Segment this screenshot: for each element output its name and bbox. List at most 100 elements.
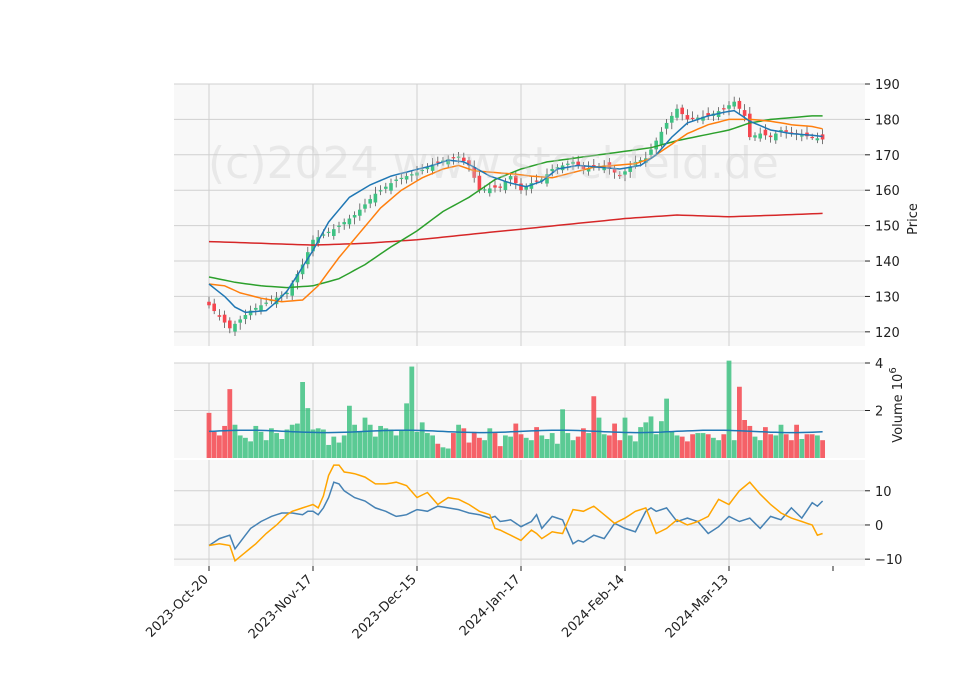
volume-bar [341,435,347,458]
volume-bar [440,447,446,458]
candle-body [467,160,471,166]
volume-bar [638,427,643,458]
volume-bar [705,434,711,458]
volume-bar [560,409,565,458]
price-axis-tick-label: 150 [875,220,900,235]
candle-body [228,320,232,329]
volume-bar [456,424,461,458]
volume-ma-line [208,429,823,434]
price-axis-tick-label: 190 [875,78,900,93]
volume-bar [783,434,789,458]
volume-bar [487,428,493,458]
candle-body [248,310,253,316]
volume-bar [747,425,753,458]
candle-body [326,231,331,234]
x-tick-label: 2023-Dec-15 [350,572,420,642]
candle-body [332,229,336,237]
candle-body [576,161,580,166]
macd-axis-tick-label: 10 [875,485,892,500]
volume-bar [523,437,529,458]
candle-body [675,108,679,118]
candle-body [680,107,684,115]
candle-body [742,110,747,116]
candle-body [488,188,492,194]
volume-bar [664,398,669,458]
volume-bar [544,439,550,458]
candle-body [748,113,752,138]
volume-bar [310,429,316,458]
volume-axis-title: Volume 106 [888,367,906,442]
candle-body [477,175,482,191]
volume-bar [742,420,747,458]
volume-bar [315,428,321,458]
volume-bar [409,366,415,458]
candle-body [659,131,664,145]
price-axis-tick-label: 160 [875,184,900,199]
candle-body [763,129,768,136]
candle-body [654,140,658,150]
candle-body [238,319,242,323]
candle-body [701,116,705,121]
volume-bar [763,427,768,458]
volume-bar [513,423,519,458]
candle-body [451,157,456,159]
candle-body [571,161,575,164]
volume-bar [289,424,295,458]
volume-bar [466,442,472,458]
candle-body [550,168,554,172]
volume-bar [607,435,612,458]
volume-bar [643,422,649,458]
candle-body [493,185,497,188]
volume-bar [227,389,233,458]
x-tick-label: 2024-Mar-13 [663,572,732,641]
candle-body [410,174,414,176]
volume-bar [305,408,311,458]
price-axis-tick-label: 170 [875,149,900,164]
candle-body [290,283,294,296]
volume-bar [357,431,363,458]
volume-bar [659,421,664,458]
volume-bar [815,435,820,458]
volume-bar [279,439,285,458]
volume-bar [352,424,357,458]
volume-bar [373,436,378,458]
volume-bar [529,440,534,458]
volume-bar [674,435,680,458]
candle-body [233,323,237,332]
volume-bar [731,440,737,458]
candle-body [820,134,825,140]
volume-bar [789,440,794,458]
candle-body [212,303,216,312]
volume-bar [258,431,264,458]
price-panel: 120 130 140 150 160 170 180 190 [174,78,900,346]
volume-bar [809,434,815,458]
watermark: (c)2024 www.stockfeld.de [208,138,779,189]
candle-body [399,177,404,180]
candle-body [420,169,424,172]
candle-body [581,165,586,169]
volume-bar [794,424,799,458]
candle-body [446,159,450,165]
volume-bar [627,435,633,458]
volume-bar [633,441,638,458]
volume-bar [778,424,784,458]
volume-bar [622,417,628,458]
volume-bar [737,386,742,458]
volume-bar [274,433,279,458]
volume-bar [503,435,508,458]
candle-body [612,168,617,173]
candle-body [207,301,211,306]
volume-bar [757,440,763,458]
price-axis-title: Price [906,203,921,235]
candle-body [358,209,362,216]
volume-bar [700,433,706,458]
volume-bar [471,431,477,458]
candle-body [222,314,227,323]
candle-body [774,133,778,141]
volume-bar [518,434,524,458]
candle-body [389,183,393,191]
candle-body [753,135,757,138]
volume-bar [575,436,581,458]
candle-body [737,100,742,109]
